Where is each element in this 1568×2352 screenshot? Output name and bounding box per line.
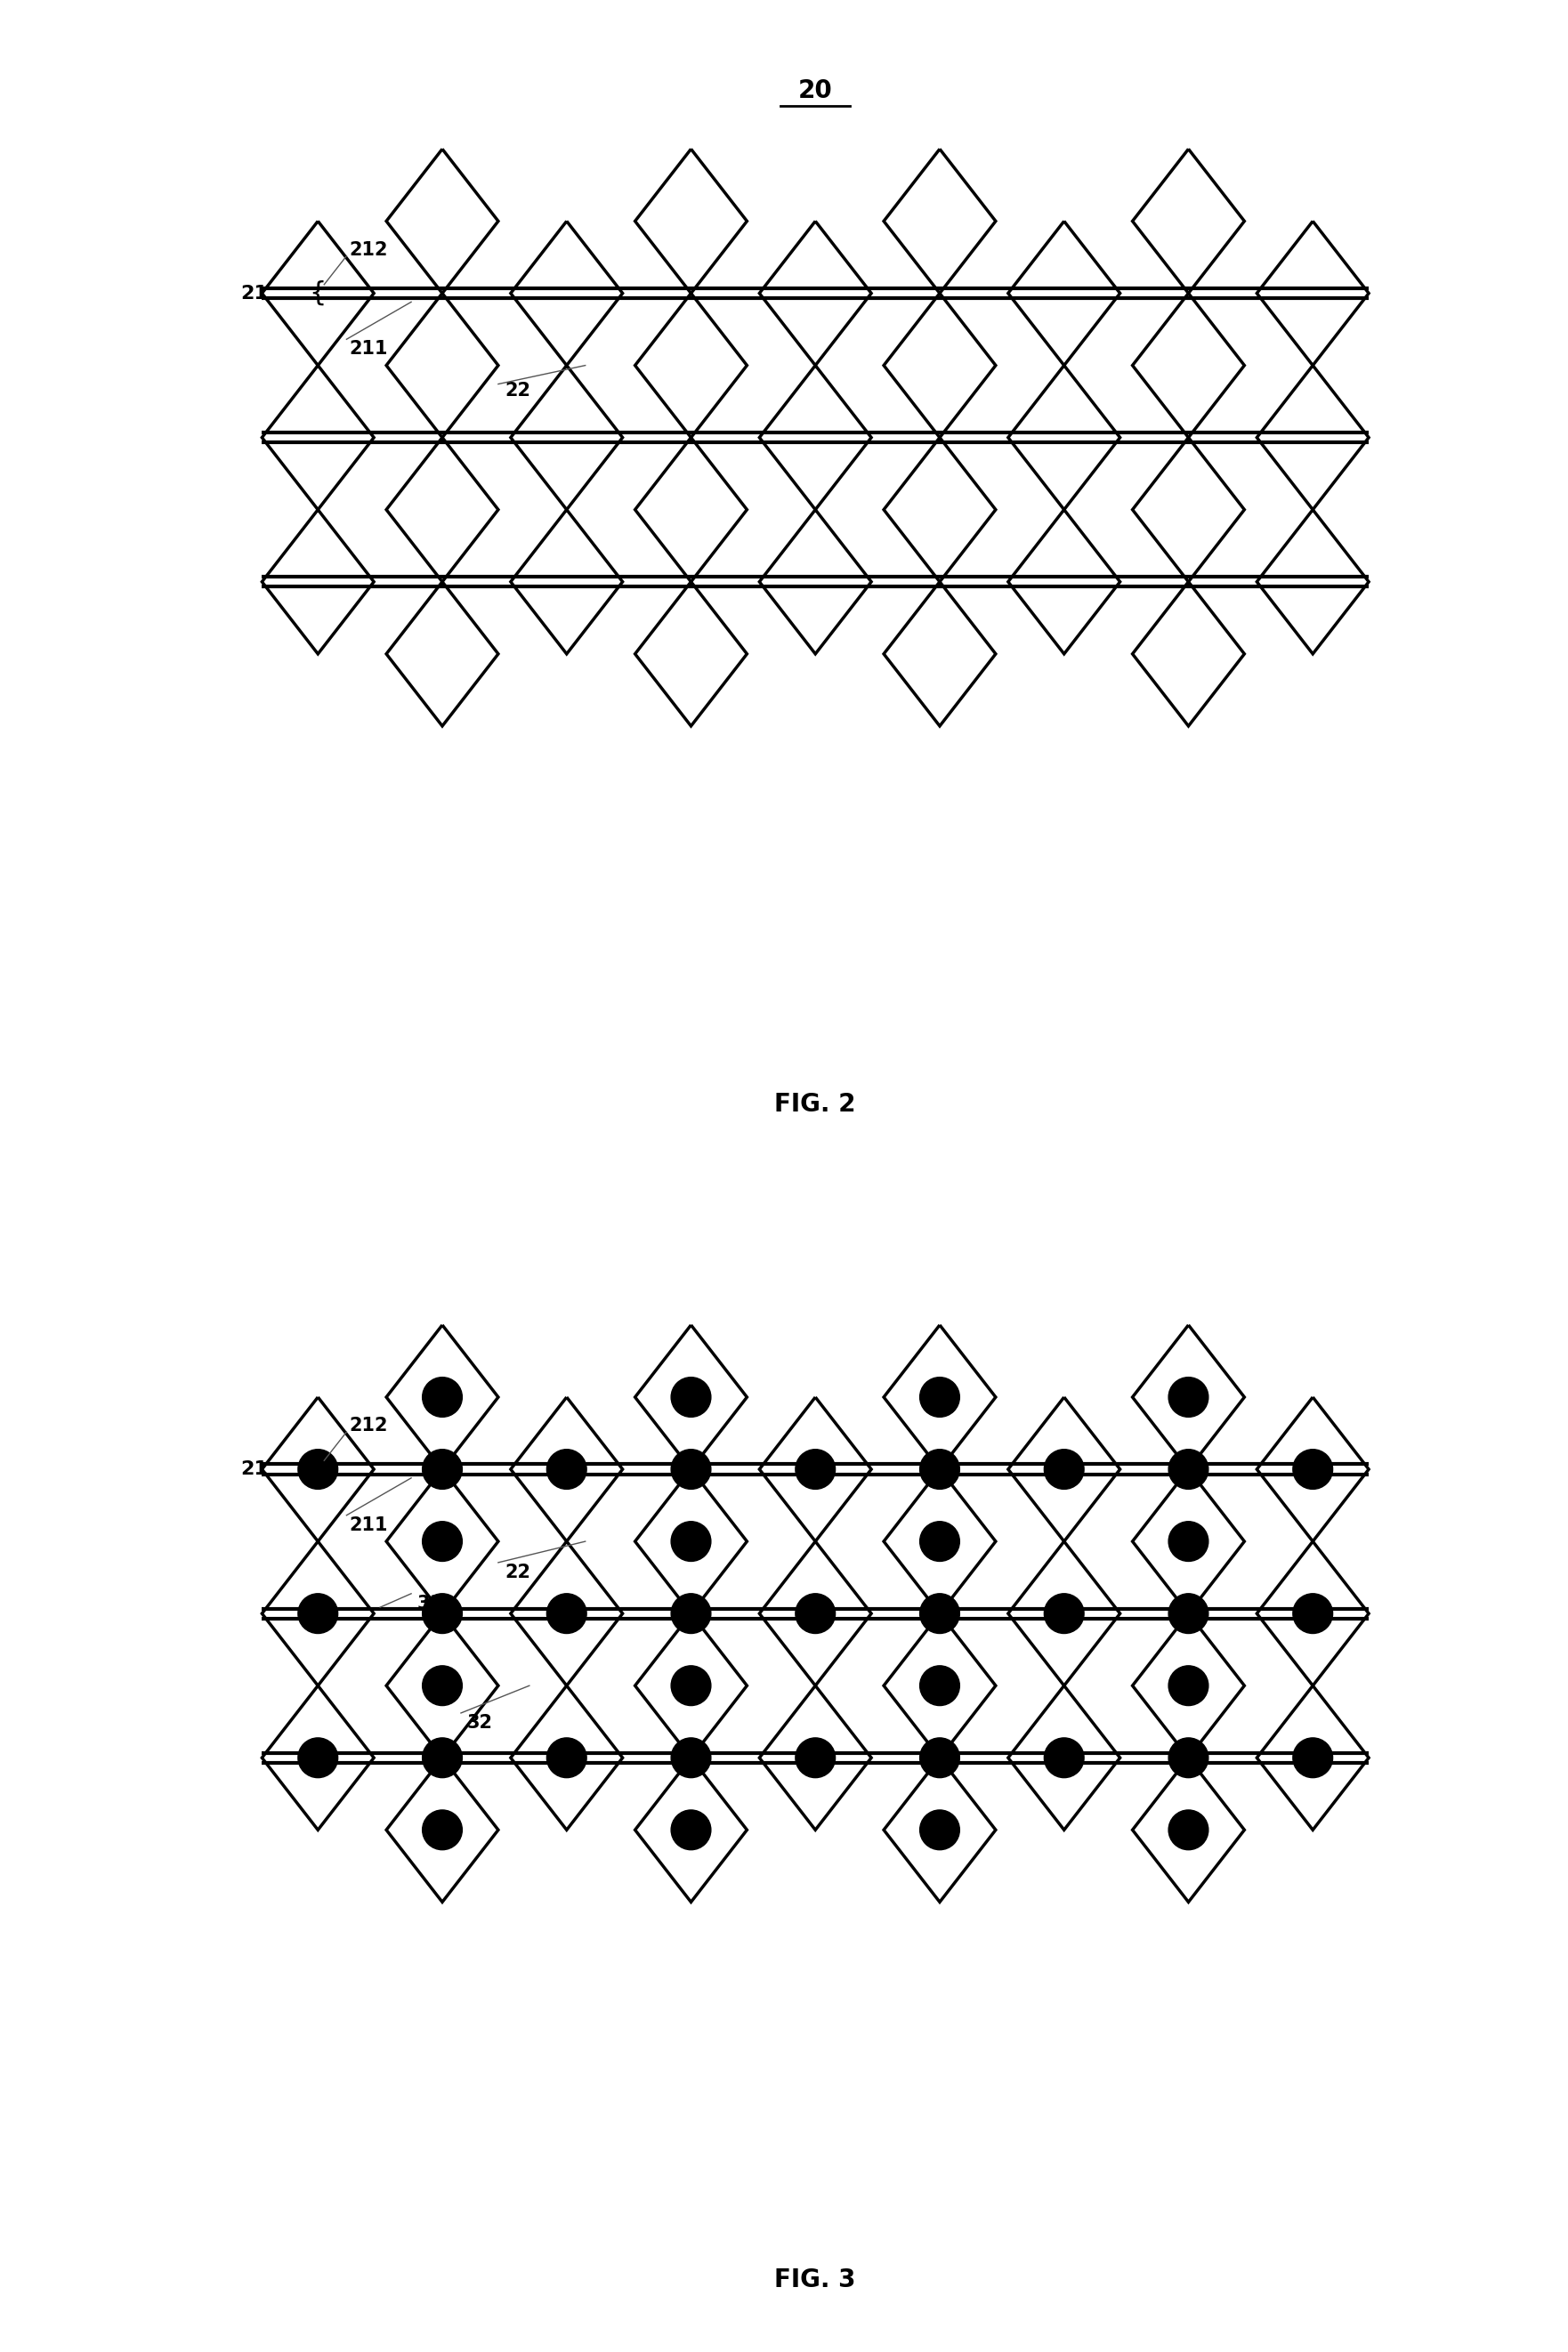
Circle shape bbox=[422, 1378, 463, 1416]
Text: 22: 22 bbox=[505, 1564, 530, 1581]
Circle shape bbox=[920, 1522, 960, 1562]
Text: 212: 212 bbox=[350, 240, 387, 259]
Circle shape bbox=[1168, 1378, 1209, 1416]
Circle shape bbox=[422, 1449, 463, 1489]
Circle shape bbox=[422, 1595, 463, 1632]
Circle shape bbox=[795, 1738, 836, 1778]
Circle shape bbox=[298, 1738, 337, 1778]
Circle shape bbox=[671, 1738, 710, 1778]
Circle shape bbox=[1294, 1738, 1333, 1778]
Circle shape bbox=[1168, 1665, 1209, 1705]
Circle shape bbox=[298, 1595, 337, 1632]
Circle shape bbox=[920, 1811, 960, 1849]
Circle shape bbox=[547, 1595, 586, 1632]
Circle shape bbox=[671, 1449, 710, 1489]
Circle shape bbox=[422, 1738, 463, 1778]
Text: FIG. 3: FIG. 3 bbox=[775, 2267, 856, 2293]
Circle shape bbox=[795, 1595, 836, 1632]
Circle shape bbox=[547, 1449, 586, 1489]
Circle shape bbox=[920, 1595, 960, 1632]
Circle shape bbox=[1044, 1449, 1083, 1489]
Circle shape bbox=[671, 1811, 710, 1849]
Text: {: { bbox=[309, 1456, 326, 1482]
Circle shape bbox=[1168, 1522, 1209, 1562]
Text: 32: 32 bbox=[467, 1715, 492, 1731]
Circle shape bbox=[1168, 1449, 1209, 1489]
Text: FIG. 2: FIG. 2 bbox=[775, 1091, 856, 1117]
Circle shape bbox=[795, 1449, 836, 1489]
Circle shape bbox=[422, 1665, 463, 1705]
Circle shape bbox=[1168, 1811, 1209, 1849]
Circle shape bbox=[422, 1522, 463, 1562]
Circle shape bbox=[1044, 1738, 1083, 1778]
Text: 211: 211 bbox=[350, 341, 387, 358]
Circle shape bbox=[1044, 1595, 1083, 1632]
Text: 21: 21 bbox=[241, 285, 268, 301]
Circle shape bbox=[1168, 1738, 1209, 1778]
Circle shape bbox=[422, 1811, 463, 1849]
Text: 31: 31 bbox=[417, 1595, 444, 1613]
Text: 212: 212 bbox=[350, 1416, 387, 1435]
Circle shape bbox=[1294, 1449, 1333, 1489]
Circle shape bbox=[1294, 1595, 1333, 1632]
Text: 21: 21 bbox=[241, 1461, 268, 1477]
Circle shape bbox=[671, 1522, 710, 1562]
Circle shape bbox=[298, 1449, 337, 1489]
Circle shape bbox=[1168, 1595, 1209, 1632]
Circle shape bbox=[920, 1738, 960, 1778]
Circle shape bbox=[671, 1378, 710, 1416]
Text: 20: 20 bbox=[798, 78, 833, 103]
Text: 211: 211 bbox=[350, 1517, 387, 1534]
Circle shape bbox=[547, 1738, 586, 1778]
Text: {: { bbox=[309, 280, 326, 306]
Circle shape bbox=[920, 1449, 960, 1489]
Circle shape bbox=[920, 1378, 960, 1416]
Circle shape bbox=[671, 1665, 710, 1705]
Circle shape bbox=[671, 1595, 710, 1632]
Circle shape bbox=[920, 1665, 960, 1705]
Text: 22: 22 bbox=[505, 381, 530, 400]
